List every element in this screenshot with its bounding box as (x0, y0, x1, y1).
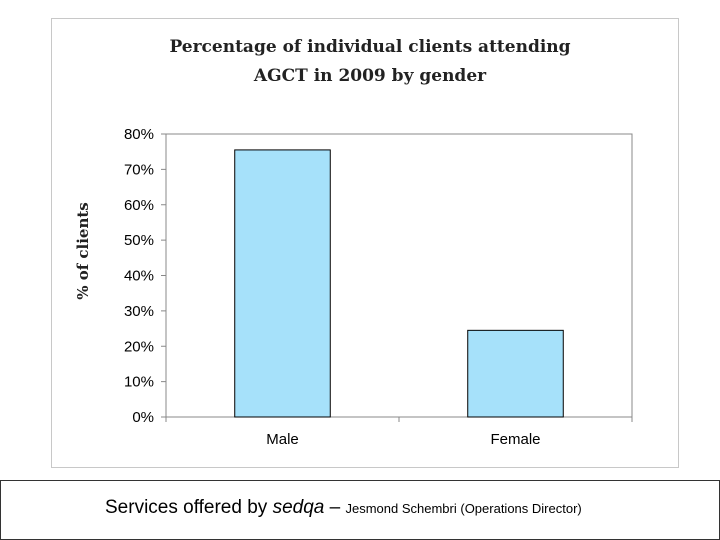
y-tick-label: 20% (124, 338, 154, 355)
footer-brand: sedqa (272, 497, 325, 518)
bar-chart: Percentage of individual clients attendi… (74, 37, 633, 448)
bar-female (467, 329, 564, 418)
chart-frame: Percentage of individual clients attendi… (51, 18, 679, 468)
y-tick-label: 60% (124, 197, 154, 214)
y-tick-label: 30% (124, 303, 154, 320)
x-category-label: Female (490, 431, 540, 448)
y-tick-label: 10% (124, 374, 154, 391)
y-tick-label: 40% (124, 268, 154, 285)
y-tick-label: 50% (124, 232, 154, 249)
footer-prefix: Services offered by (105, 497, 273, 518)
footer-separator: – (324, 497, 346, 518)
footer-text: Services offered by sedqa – Jesmond Sche… (105, 497, 582, 519)
y-axis-label: % of clients (74, 202, 92, 300)
footer-speaker: Jesmond Schembri (Operations Director) (345, 501, 582, 516)
y-tick-label: 0% (132, 409, 154, 426)
chart-title-line-2: AGCT in 2009 by gender (253, 66, 487, 86)
chart-title-line-1: Percentage of individual clients attendi… (169, 37, 570, 57)
x-category-label: Male (266, 431, 299, 448)
y-tick-label: 70% (124, 161, 154, 178)
bar-male (234, 149, 331, 418)
y-tick-label: 80% (124, 126, 154, 143)
slide-footer: Services offered by sedqa – Jesmond Sche… (0, 480, 720, 540)
